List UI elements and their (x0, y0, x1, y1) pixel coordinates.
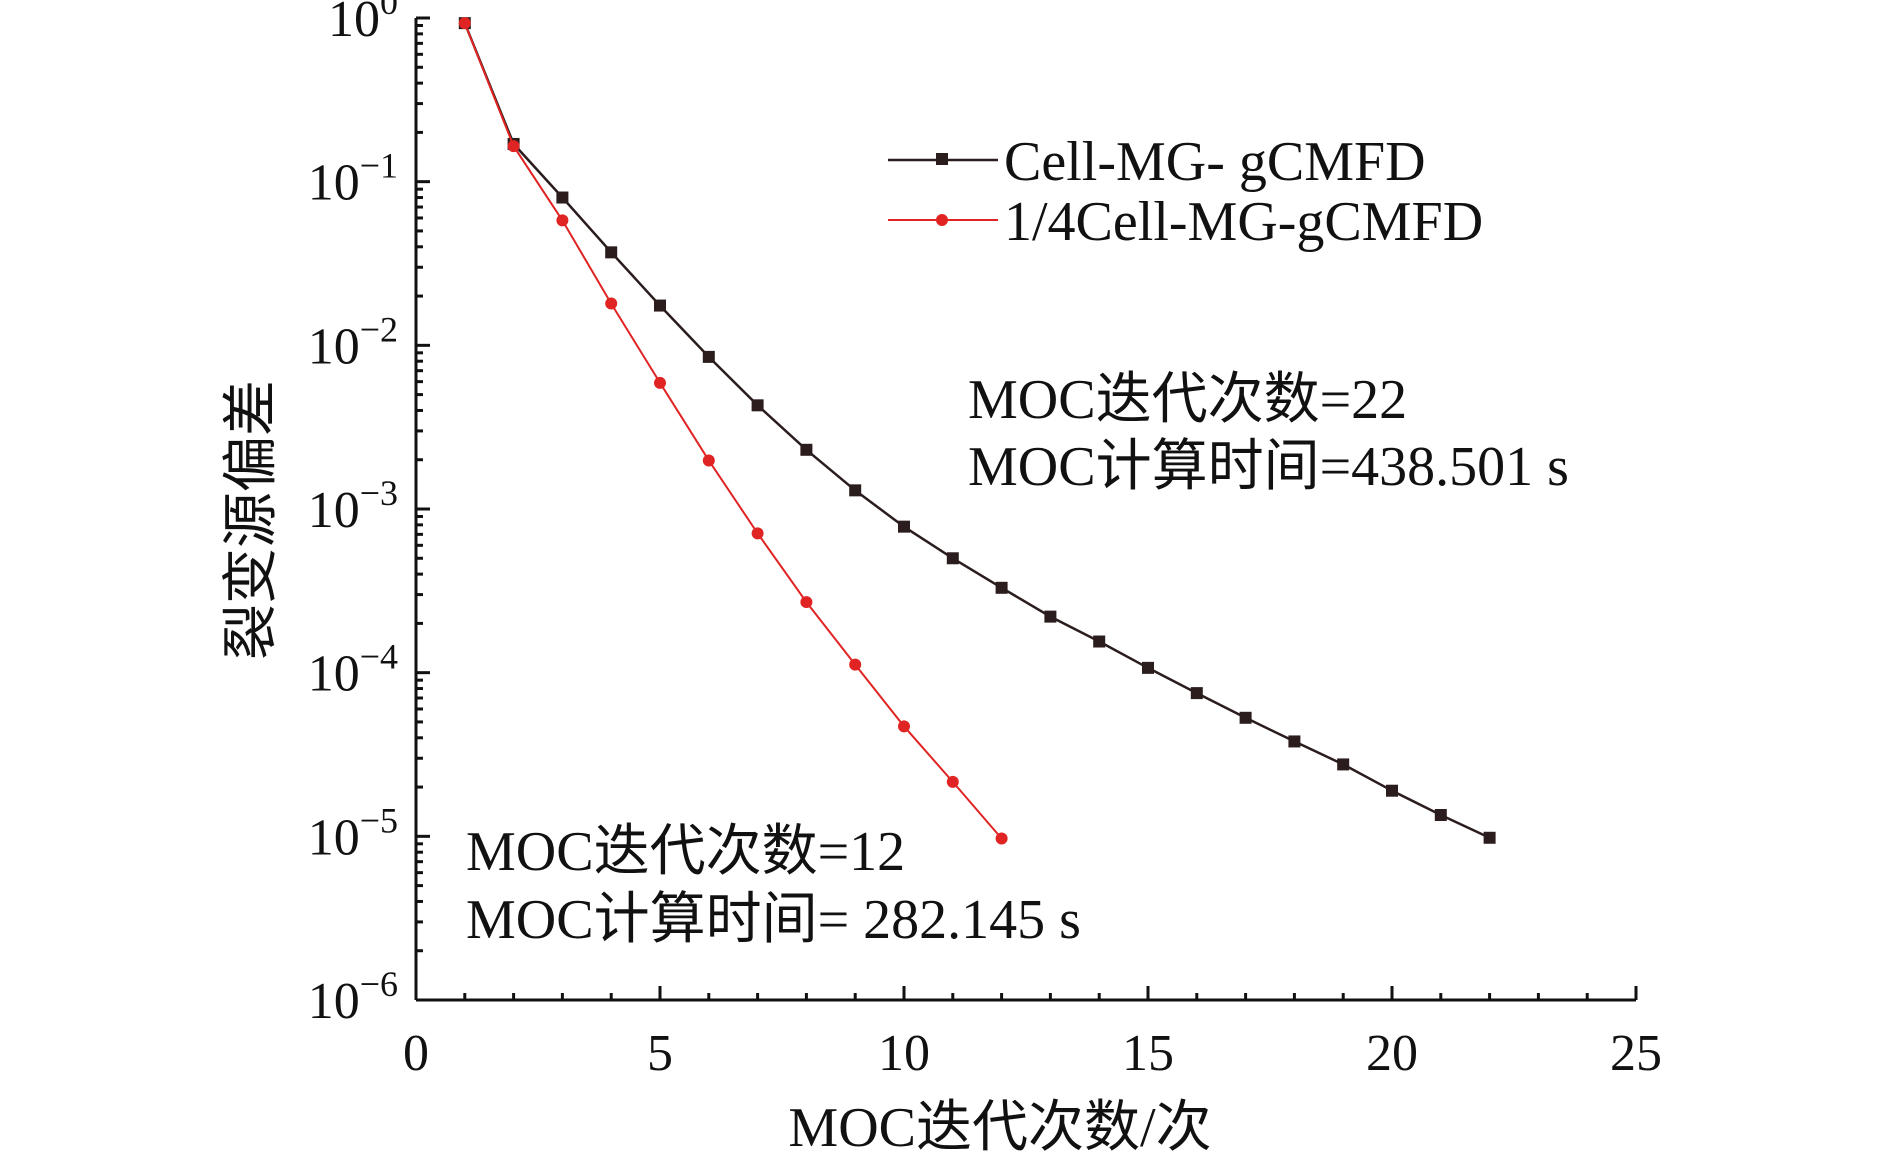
annotation-iterations-22: MOC迭代次数=22 (968, 369, 1407, 431)
y-tick-base: 10 (328, 0, 380, 48)
legend-marker-circle (936, 214, 948, 226)
series-line-cell-mg-gcmfd (463, 22, 1491, 839)
legend: Cell-MG- gCMFD 1/4Cell-MG-gCMFD (888, 131, 1483, 253)
y-tick-label: 10−6 (308, 964, 398, 1030)
annotation-cell-mg: MOC迭代次数=22 MOC计算时间=438.501 s (968, 369, 1569, 498)
data-point-cell-mg-gcmfd (995, 581, 1008, 594)
data-point-cell-mg-gcmfd (556, 191, 569, 204)
data-point-cell-mg-gcmfd (1434, 809, 1447, 822)
data-point-cell-mg-gcmfd (1337, 758, 1350, 771)
annotation-time-438: MOC计算时间=438.501 s (968, 436, 1569, 498)
data-point-quarter-cell-mg-gcmfd (995, 832, 1008, 845)
y-tick-exponent: −2 (360, 309, 398, 349)
data-point-cell-mg-gcmfd (1093, 635, 1106, 648)
data-point-cell-mg-gcmfd (800, 443, 813, 456)
data-point-cell-mg-gcmfd (1386, 784, 1398, 797)
data-point-cell-mg-gcmfd (898, 520, 910, 533)
y-tick-base: 10 (308, 482, 360, 539)
y-tick-label: 10−1 (308, 146, 398, 212)
annotation-iterations-12: MOC迭代次数=12 (466, 821, 905, 883)
data-point-quarter-cell-mg-gcmfd (800, 596, 813, 609)
y-tick-label: 10−2 (308, 309, 398, 375)
data-point-cell-mg-gcmfd (702, 350, 715, 363)
y-tick-exponent: −5 (360, 800, 398, 840)
data-point-cell-mg-gcmfd (605, 246, 618, 259)
legend-item-cell-mg-gcmfd: Cell-MG- gCMFD (888, 131, 1426, 193)
y-tick-exponent: −3 (360, 473, 398, 513)
x-tick-label: 0 (403, 1025, 429, 1082)
y-tick-label: 10−4 (308, 637, 398, 703)
y-tick-label: 10−3 (308, 473, 398, 539)
y-tick-exponent: −1 (360, 146, 398, 186)
data-point-cell-mg-gcmfd (1044, 610, 1057, 623)
y-tick-exponent: −4 (360, 637, 398, 677)
data-point-cell-mg-gcmfd (1239, 711, 1252, 724)
data-point-quarter-cell-mg-gcmfd (898, 720, 910, 733)
data-point-cell-mg-gcmfd (849, 484, 862, 497)
y-tick-exponent: 0 (380, 0, 398, 22)
legend-item-quarter-cell-mg-gcmfd: 1/4Cell-MG-gCMFD (888, 191, 1483, 253)
data-point-cell-mg-gcmfd (1142, 661, 1154, 674)
data-point-cell-mg-gcmfd (1483, 831, 1496, 844)
x-axis-title: MOC迭代次数/次 (788, 1097, 1211, 1159)
y-axis-title: 裂变源偏差 (221, 380, 283, 660)
x-tick-label: 10 (878, 1025, 930, 1082)
x-tick-label: 20 (1366, 1025, 1418, 1082)
data-point-quarter-cell-mg-gcmfd (849, 658, 862, 671)
annotation-quarter-cell-mg: MOC迭代次数=12 MOC计算时间= 282.145 s (466, 821, 1081, 951)
data-point-quarter-cell-mg-gcmfd (458, 17, 471, 30)
y-tick-base: 10 (308, 318, 360, 375)
series-line-quarter-cell-mg-gcmfd (463, 22, 1003, 840)
data-point-quarter-cell-mg-gcmfd (556, 214, 569, 227)
legend-label-quarter-cell-mg-gcmfd: 1/4Cell-MG-gCMFD (1004, 191, 1483, 253)
data-point-quarter-cell-mg-gcmfd (507, 140, 520, 153)
annotation-time-282: MOC计算时间= 282.145 s (466, 889, 1081, 951)
legend-label-cell-mg-gcmfd: Cell-MG- gCMFD (1004, 131, 1426, 193)
legend-marker-square (936, 153, 948, 165)
x-tick-label: 15 (1122, 1025, 1174, 1082)
data-point-quarter-cell-mg-gcmfd (946, 775, 959, 788)
data-point-quarter-cell-mg-gcmfd (605, 297, 618, 310)
data-point-quarter-cell-mg-gcmfd (654, 376, 666, 389)
data-point-cell-mg-gcmfd (1190, 687, 1203, 700)
data-point-quarter-cell-mg-gcmfd (751, 527, 764, 540)
data-point-cell-mg-gcmfd (1288, 735, 1301, 748)
y-tick-exponent: −6 (360, 964, 398, 1004)
y-tick-base: 10 (308, 646, 360, 703)
y-tick-base: 10 (308, 973, 360, 1030)
data-point-cell-mg-gcmfd (654, 299, 666, 312)
y-tick-base: 10 (308, 155, 360, 212)
data-point-cell-mg-gcmfd (751, 399, 764, 412)
data-point-cell-mg-gcmfd (946, 552, 959, 565)
data-point-quarter-cell-mg-gcmfd (702, 454, 715, 467)
y-tick-label: 100 (328, 0, 398, 48)
y-tick-base: 10 (308, 809, 360, 866)
y-tick-label: 10−5 (308, 800, 398, 866)
x-tick-label: 25 (1610, 1025, 1662, 1082)
x-tick-label: 5 (647, 1025, 673, 1082)
series-layer (458, 17, 1496, 845)
series-quarter-cell-mg-gcmfd (458, 17, 1008, 845)
